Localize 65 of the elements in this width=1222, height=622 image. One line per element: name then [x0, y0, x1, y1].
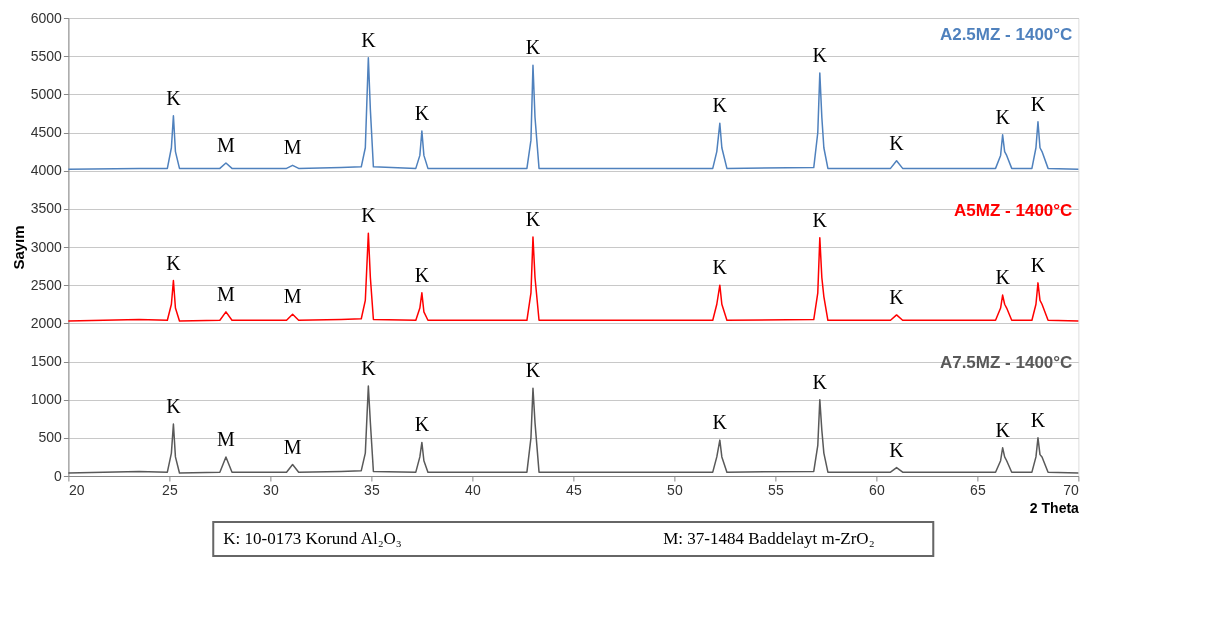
x-tick-label: 40	[465, 481, 481, 498]
annotation: K	[166, 86, 182, 109]
annotation: K	[1030, 408, 1046, 431]
annotation: M	[217, 427, 236, 450]
annotation: K	[166, 395, 182, 418]
y-axis-title: Sayım	[9, 225, 27, 270]
text: A7.5MZ - 1400°C	[939, 353, 1073, 373]
y-tick-label: 2500	[30, 276, 63, 293]
annotation: K	[525, 36, 541, 59]
annotation: M	[283, 136, 302, 159]
annotation: K	[361, 28, 377, 51]
annotation: K	[525, 359, 541, 382]
annotation: K	[812, 43, 828, 66]
y-tick-label: 1500	[30, 353, 63, 369]
annotation: K	[361, 204, 377, 227]
x-tick-label: 35	[364, 481, 380, 498]
text: K: 10-0173 Korund Al₂O₃	[223, 529, 402, 548]
text: A2.5MZ - 1400°C	[939, 24, 1073, 44]
x-tick-label: 30	[263, 481, 279, 498]
annotation: K	[712, 256, 728, 279]
y-tick-label: 1000	[30, 391, 63, 408]
annotation: K	[712, 94, 728, 117]
x-tick-label: 20	[68, 481, 85, 498]
x-tick-label: 45	[566, 481, 582, 498]
annotation: K	[414, 413, 430, 436]
annotation: K	[812, 208, 828, 231]
text: A5MZ - 1400°C	[954, 200, 1073, 220]
annotation: K	[1030, 92, 1046, 115]
annotation: K	[166, 251, 182, 274]
x-tick-label: 55	[768, 481, 784, 498]
annotation: K	[995, 418, 1011, 441]
annotation: K	[995, 266, 1011, 289]
y-tick-label: 3500	[30, 200, 63, 217]
annotation: K	[414, 263, 430, 286]
annotation: K	[361, 356, 377, 379]
y-tick-label: 3000	[30, 238, 63, 255]
line-series	[67, 232, 1080, 322]
annotation: M	[283, 285, 302, 308]
x-tick-label: 70	[1063, 481, 1080, 498]
x-tick-label: 60	[869, 481, 885, 498]
x-axis-title: 2 Theta	[1029, 499, 1080, 516]
x-tick-label: 50	[667, 481, 683, 498]
y-tick-label: 5500	[30, 47, 63, 64]
x-tick-label: 65	[970, 481, 986, 498]
annotation: K	[995, 105, 1011, 128]
y-tick-label: 5000	[30, 85, 63, 102]
annotation: K	[889, 285, 905, 308]
annotation: K	[414, 101, 430, 124]
annotation: K	[889, 438, 905, 461]
y-tick-label: 6000	[30, 9, 63, 26]
y-tick-label: 2000	[30, 314, 63, 331]
annotation: K	[812, 370, 828, 393]
y-tick-label: 4500	[30, 124, 63, 140]
annotation: K	[889, 131, 905, 154]
annotation: M	[217, 134, 236, 157]
annotation: M	[283, 435, 302, 458]
annotation: K	[712, 411, 728, 434]
text: M: 37-1484 Baddelayt m-ZrO₂	[663, 529, 875, 548]
annotation: K	[1030, 253, 1046, 276]
annotation: M	[217, 282, 236, 305]
x-tick-label: 25	[162, 481, 178, 498]
y-tick-label: 0	[54, 467, 63, 484]
y-tick-label: 500	[38, 429, 63, 446]
y-tick-label: 4000	[30, 162, 63, 179]
annotation: K	[525, 208, 541, 231]
